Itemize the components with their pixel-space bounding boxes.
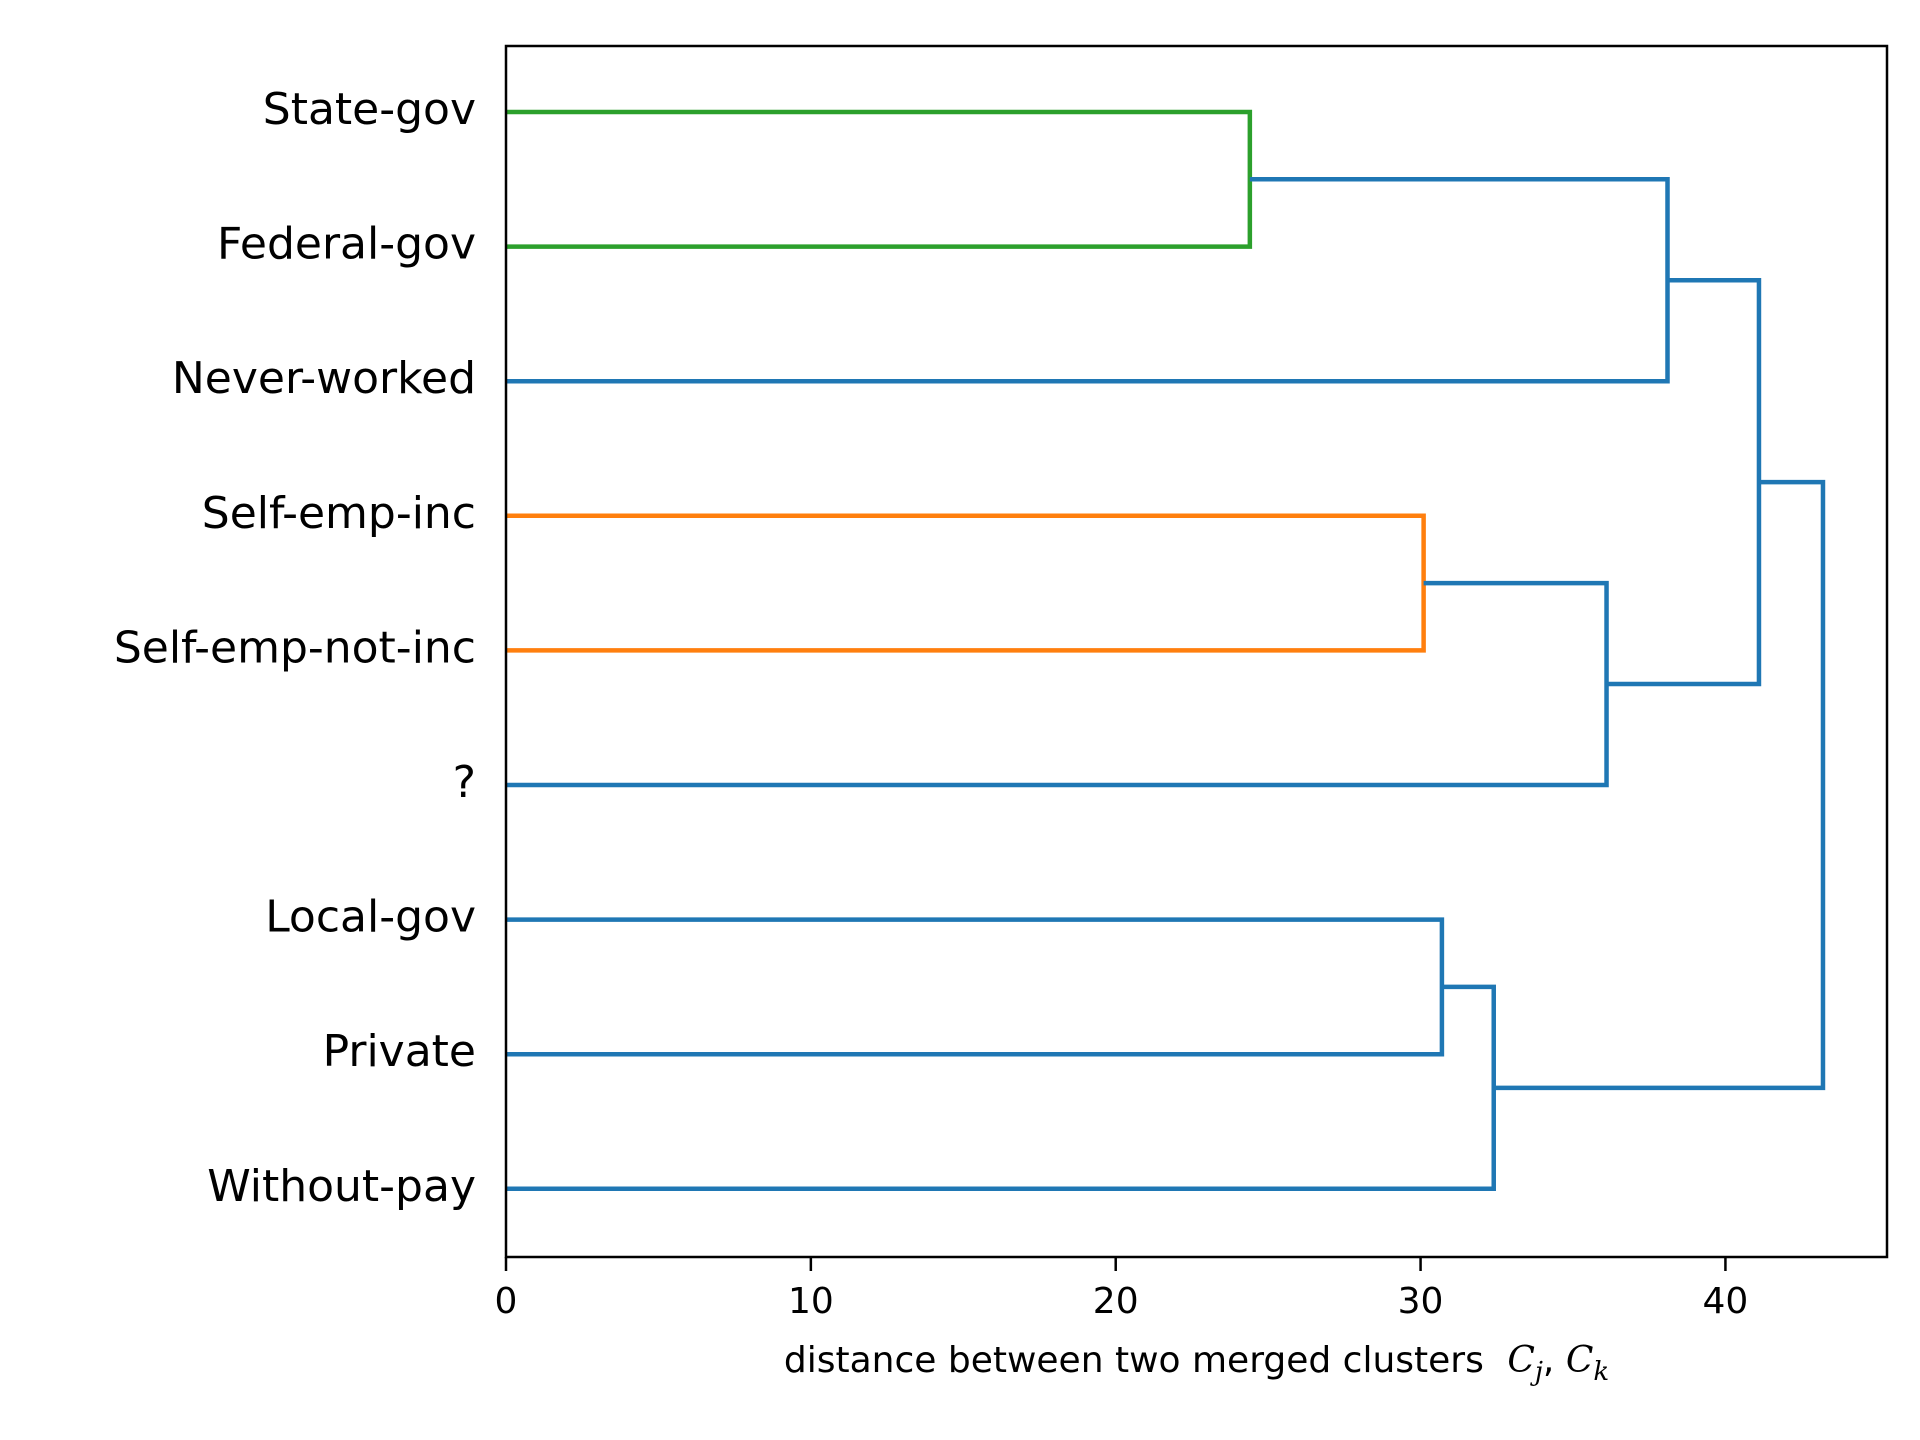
leaf-label-never-worked: Never-worked: [172, 353, 476, 404]
leaf-label-federal-gov: Federal-gov: [217, 219, 476, 270]
leaf-label-self-emp-not-inc: Self-emp-not-inc: [114, 622, 476, 673]
plot-frame: [504, 44, 1889, 1259]
x-axis-label-symbol-b: C: [1566, 1340, 1594, 1381]
x-axis-ticks: 0 10 20 30 40: [495, 1257, 1749, 1322]
leaf-label-state-gov: State-gov: [263, 84, 476, 135]
leaf-label-self-emp-inc: Self-emp-inc: [202, 488, 476, 539]
leaf-label-unknown: ?: [453, 757, 476, 808]
leaf-label-local-gov: Local-gov: [265, 892, 476, 943]
link-m2: [506, 177, 1670, 384]
link-m7: [506, 984, 1496, 1192]
x-tick-label-40: 40: [1703, 1281, 1749, 1322]
x-tick-label-30: 30: [1398, 1281, 1444, 1322]
leaf-labels: State-gov Federal-gov Never-worked Self-emp…: [114, 84, 476, 1212]
x-tick-label-0: 0: [495, 1281, 518, 1322]
x-axis-label-text: distance between two merged clusters: [784, 1340, 1484, 1381]
link-m5: [1606, 278, 1762, 687]
x-tick-label-10: 10: [788, 1281, 834, 1322]
x-axis-label-comma: ,: [1543, 1340, 1566, 1381]
link-m1: [506, 109, 1253, 249]
x-tick-label-20: 20: [1093, 1281, 1139, 1322]
leaf-label-without-pay: Without-pay: [207, 1161, 476, 1212]
link-m6: [506, 917, 1445, 1057]
link-m3: [506, 513, 1426, 653]
link-m8: [1493, 479, 1826, 1091]
x-axis-label-sub-b: k: [1593, 1357, 1609, 1387]
link-m4: [506, 580, 1609, 788]
x-axis-label: distance between two merged clusters Cj,…: [784, 1340, 1609, 1387]
x-axis-label-symbol-a: C: [1507, 1340, 1535, 1381]
dendrogram-links: [506, 109, 1826, 1192]
leaf-label-private: Private: [323, 1026, 476, 1077]
